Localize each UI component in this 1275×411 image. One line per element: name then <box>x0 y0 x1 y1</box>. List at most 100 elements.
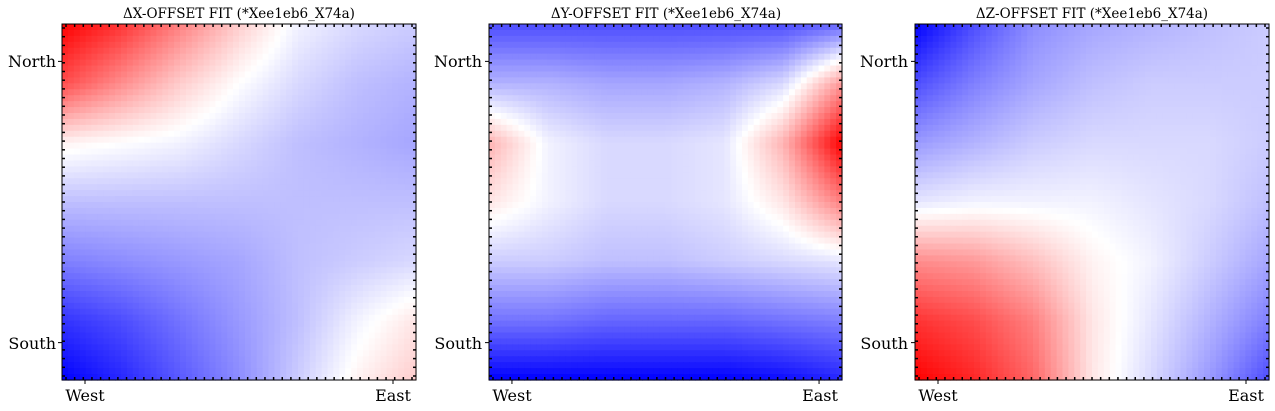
heatmap-cell <box>174 314 181 322</box>
heatmap-cell <box>777 130 784 138</box>
heatmap-cell <box>724 89 731 96</box>
heatmap-cell <box>203 213 211 221</box>
heatmap-cell <box>138 196 146 203</box>
heatmap-cell <box>647 136 655 144</box>
heatmap-cell <box>303 362 311 369</box>
heatmap-cell <box>741 107 749 114</box>
heatmap-cell <box>500 29 508 37</box>
heatmap-cell <box>368 273 376 280</box>
heatmap-cell <box>191 29 199 37</box>
heatmap-cell <box>303 136 311 144</box>
heatmap-cell <box>227 249 234 256</box>
heatmap-cell <box>115 166 122 173</box>
heatmap-cell <box>227 166 234 173</box>
heatmap-cell <box>647 89 655 96</box>
heatmap-cell <box>559 95 567 102</box>
heatmap-cell <box>215 374 222 381</box>
heatmap-cell <box>109 190 116 197</box>
heatmap-cell <box>168 207 175 215</box>
heatmap-cell <box>180 53 187 61</box>
heatmap-cell <box>368 267 376 274</box>
heatmap-cell <box>162 368 169 375</box>
heatmap-cell <box>73 166 81 173</box>
heatmap-cell <box>712 35 720 43</box>
heatmap-cell <box>547 95 555 102</box>
heatmap-cell <box>606 124 614 132</box>
heatmap-cell <box>121 130 128 138</box>
heatmap-cell <box>150 101 157 108</box>
heatmap-cell <box>138 35 146 43</box>
heatmap-cell <box>203 237 211 245</box>
heatmap-cell <box>121 118 128 126</box>
heatmap-cell <box>144 148 152 156</box>
heatmap-cell <box>612 77 620 84</box>
heatmap-cell <box>392 118 399 126</box>
heatmap-cell <box>333 338 340 345</box>
heatmap-cell <box>600 130 608 138</box>
heatmap-cell <box>191 35 199 43</box>
heatmap-cell <box>197 219 205 227</box>
heatmap-cell <box>256 184 264 191</box>
heatmap-cell <box>138 95 146 102</box>
heatmap-cell <box>374 166 382 173</box>
heatmap-cell <box>357 207 364 215</box>
heatmap-cell <box>718 113 725 120</box>
heatmap-cell <box>730 124 737 132</box>
heatmap-cell <box>215 249 222 256</box>
heatmap-cell <box>121 136 128 144</box>
heatmap-cell <box>85 326 93 334</box>
heatmap-cell <box>126 332 134 340</box>
heatmap-cell <box>404 308 411 316</box>
heatmap-cell <box>233 148 240 156</box>
heatmap-cell <box>250 113 258 120</box>
heatmap-cell <box>410 142 417 150</box>
heatmap-cell <box>180 130 187 138</box>
heatmap-cell <box>736 101 743 108</box>
heatmap-cell <box>292 83 299 90</box>
heatmap-cell <box>689 107 696 114</box>
heatmap-cell <box>138 255 146 262</box>
heatmap-cell <box>203 261 211 268</box>
heatmap-cell <box>398 314 405 322</box>
heatmap-cell <box>759 47 767 55</box>
heatmap-cell <box>351 255 358 262</box>
heatmap-cell <box>386 344 393 351</box>
heatmap-cell <box>215 344 222 351</box>
heatmap-cell <box>398 142 405 150</box>
heatmap-cell <box>559 136 567 144</box>
heatmap-cell <box>73 207 81 215</box>
heatmap-cell <box>339 207 346 215</box>
heatmap-cell <box>203 249 211 256</box>
heatmap-cell <box>185 314 193 322</box>
heatmap-cell <box>162 47 169 55</box>
heatmap-cells <box>62 24 417 381</box>
heatmap-cell <box>404 47 411 55</box>
heatmap-cell <box>380 202 388 209</box>
heatmap-cell <box>374 207 382 215</box>
heatmap-cell <box>132 219 140 227</box>
heatmap-cell <box>333 29 340 37</box>
heatmap-cell <box>368 130 376 138</box>
heatmap-cell <box>227 35 234 43</box>
heatmap-cell <box>362 374 370 381</box>
heatmap-cell <box>280 255 287 262</box>
heatmap-cell <box>209 95 216 102</box>
heatmap-cell <box>144 285 152 292</box>
heatmap-cell <box>256 142 264 150</box>
heatmap-cell <box>333 35 340 43</box>
heatmap-cell <box>162 314 169 322</box>
heatmap-cell <box>132 101 140 108</box>
heatmap-cell <box>233 190 240 197</box>
heatmap-cell <box>386 124 393 132</box>
heatmap-cell <box>203 71 211 78</box>
y-tick-label-north: North <box>8 52 56 71</box>
heatmap-cell <box>256 35 264 43</box>
heatmap-cell <box>292 53 299 61</box>
heatmap-cell <box>67 53 75 61</box>
heatmap-cell <box>91 124 98 132</box>
heatmap-cell <box>162 53 169 61</box>
heatmap-cell <box>524 136 531 144</box>
heatmap-cell <box>577 47 584 55</box>
heatmap-cell <box>239 95 246 102</box>
